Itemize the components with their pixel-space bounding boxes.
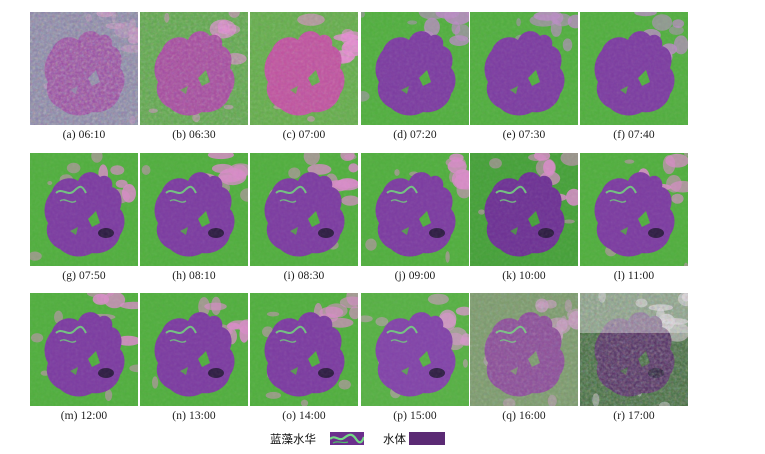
panel-caption: (m) 12:00	[60, 410, 108, 422]
legend-label-algal-bloom: 蓝藻水华	[270, 432, 316, 446]
panel-caption: (j) 09:00	[394, 270, 436, 282]
satellite-image	[470, 153, 578, 266]
satellite-image	[580, 293, 688, 406]
legend-label-water: 水体	[383, 432, 406, 446]
panel-caption: (e) 07:30	[502, 129, 546, 141]
panel-caption: (n) 13:00	[172, 410, 216, 422]
panel-i: (i) 08:30	[250, 153, 358, 282]
panel-e: (e) 07:30	[470, 12, 578, 141]
panel-caption: (r) 17:00	[613, 410, 655, 422]
panel-caption: (c) 07:00	[282, 129, 326, 141]
panel-caption: (p) 15:00	[393, 410, 437, 422]
satellite-image	[470, 12, 578, 125]
satellite-image	[361, 293, 469, 406]
satellite-image	[30, 293, 138, 406]
panel-caption: (f) 07:40	[613, 129, 655, 141]
panel-k: (k) 10:00	[470, 153, 578, 282]
panel-caption: (g) 07:50	[62, 270, 106, 282]
satellite-image	[470, 293, 578, 406]
satellite-image	[361, 12, 469, 125]
panel-c: (c) 07:00	[250, 12, 358, 141]
satellite-image	[140, 12, 248, 125]
panel-p: (p) 15:00	[361, 293, 469, 422]
satellite-image	[250, 153, 358, 266]
panel-d: (d) 07:20	[361, 12, 469, 141]
panel-caption: (h) 08:10	[172, 270, 216, 282]
panel-n: (n) 13:00	[140, 293, 248, 422]
satellite-image	[30, 153, 138, 266]
panel-caption: (k) 10:00	[502, 270, 546, 282]
panel-caption: (b) 06:30	[172, 129, 216, 141]
satellite-image	[140, 293, 248, 406]
panel-caption: (l) 11:00	[613, 270, 655, 282]
satellite-image	[580, 12, 688, 125]
panel-caption: (q) 16:00	[502, 410, 546, 422]
panel-j: (j) 09:00	[361, 153, 469, 282]
legend-swatch-water	[409, 432, 445, 445]
satellite-image	[361, 153, 469, 266]
panel-a: (a) 06:10	[30, 12, 138, 141]
panel-b: (b) 06:30	[140, 12, 248, 141]
satellite-image	[580, 153, 688, 266]
panel-caption: (d) 07:20	[393, 129, 437, 141]
panel-q: (q) 16:00	[470, 293, 578, 422]
panel-l: (l) 11:00	[580, 153, 688, 282]
satellite-image	[250, 12, 358, 125]
panel-caption: (i) 08:30	[283, 270, 325, 282]
panel-r: (r) 17:00	[580, 293, 688, 422]
panel-o: (o) 14:00	[250, 293, 358, 422]
satellite-image	[140, 153, 248, 266]
panel-caption: (o) 14:00	[282, 410, 326, 422]
panel-caption: (a) 06:10	[62, 129, 106, 141]
panel-g: (g) 07:50	[30, 153, 138, 282]
legend: 蓝藻水华 水体	[270, 430, 470, 448]
panel-f: (f) 07:40	[580, 12, 688, 141]
panel-m: (m) 12:00	[30, 293, 138, 422]
satellite-image	[250, 293, 358, 406]
legend-swatch-algal-bloom	[330, 432, 364, 445]
satellite-image	[30, 12, 138, 125]
panel-h: (h) 08:10	[140, 153, 248, 282]
